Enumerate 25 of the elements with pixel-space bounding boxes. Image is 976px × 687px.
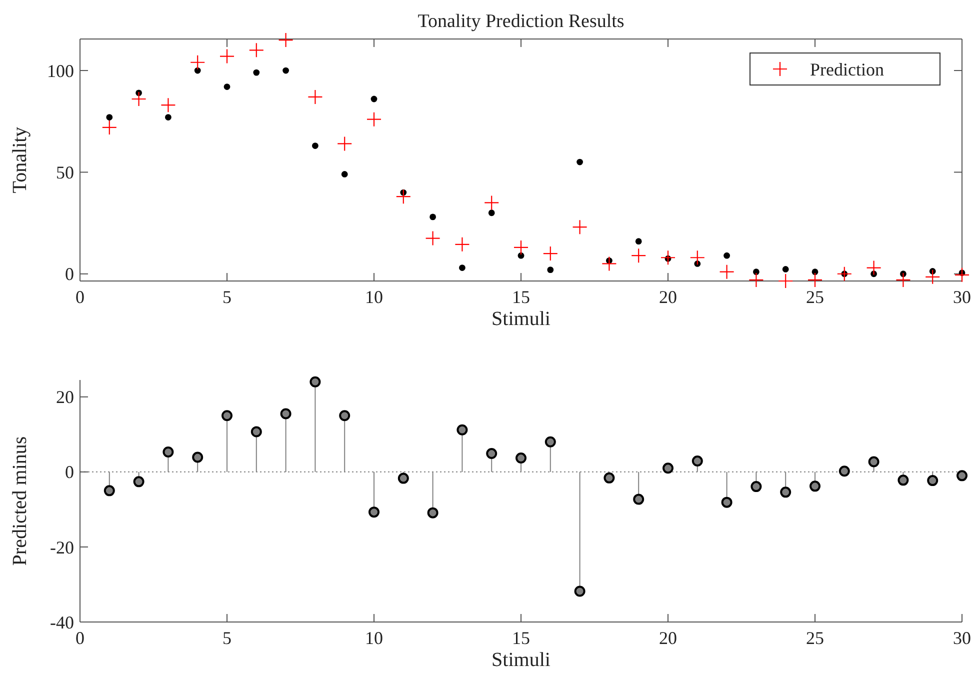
x-tick-label: 15 — [512, 287, 530, 307]
y-tick-label: 0 — [65, 462, 74, 482]
x-tick-label: 20 — [659, 628, 677, 648]
y-axis-title: Tonality — [9, 126, 31, 194]
x-tick-label: 10 — [365, 628, 383, 648]
x-tick-label: 5 — [222, 628, 232, 648]
x-tick-label: 30 — [953, 287, 971, 307]
x-tick-label: 15 — [512, 628, 530, 648]
x-tick-label: 25 — [806, 628, 824, 648]
x-axis-title: Stimuli — [492, 308, 551, 330]
y-tick-label: 0 — [65, 264, 74, 284]
y-tick-label: 100 — [47, 60, 74, 81]
x-axis-title: Stimuli — [492, 649, 551, 671]
x-tick-label: 5 — [222, 287, 232, 307]
y-tick-label: 50 — [56, 162, 74, 182]
x-tick-label: 30 — [953, 628, 971, 648]
y-tick-label: -20 — [50, 537, 74, 558]
y-tick-label: -40 — [50, 612, 74, 632]
x-tick-label: 20 — [659, 287, 677, 307]
x-tick-label: 25 — [806, 287, 824, 307]
y-tick-label: 20 — [56, 387, 74, 408]
chart-title: Tonality Prediction Results — [418, 11, 624, 32]
y-axis-title: Predicted minus — [9, 436, 31, 566]
legend-label: Prediction — [810, 59, 884, 80]
x-tick-label: 10 — [365, 287, 383, 307]
